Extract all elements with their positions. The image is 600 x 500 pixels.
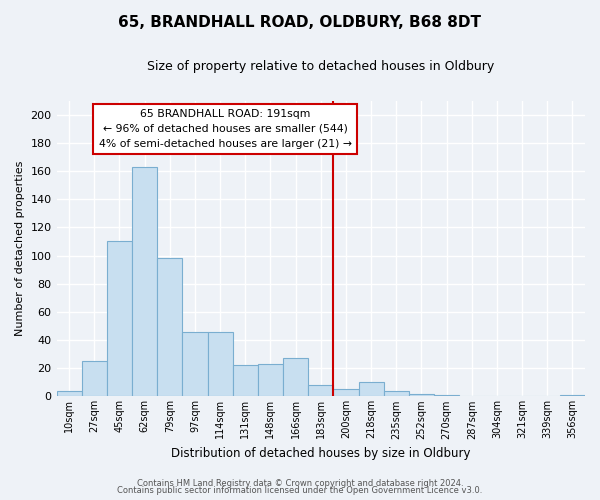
Bar: [283, 358, 308, 397]
Title: Size of property relative to detached houses in Oldbury: Size of property relative to detached ho…: [147, 60, 494, 73]
Text: 65, BRANDHALL ROAD, OLDBURY, B68 8DT: 65, BRANDHALL ROAD, OLDBURY, B68 8DT: [119, 15, 482, 30]
Bar: [132, 167, 157, 396]
Bar: [334, 390, 359, 396]
Bar: [208, 332, 233, 396]
Bar: [359, 382, 383, 396]
Bar: [258, 364, 283, 396]
Bar: [107, 242, 132, 396]
Text: Contains public sector information licensed under the Open Government Licence v3: Contains public sector information licen…: [118, 486, 482, 495]
Y-axis label: Number of detached properties: Number of detached properties: [15, 161, 25, 336]
Bar: [383, 391, 409, 396]
Bar: [233, 366, 258, 396]
Text: Contains HM Land Registry data © Crown copyright and database right 2024.: Contains HM Land Registry data © Crown c…: [137, 478, 463, 488]
Bar: [308, 385, 334, 396]
Text: 65 BRANDHALL ROAD: 191sqm
← 96% of detached houses are smaller (544)
4% of semi-: 65 BRANDHALL ROAD: 191sqm ← 96% of detac…: [98, 109, 352, 148]
Bar: [434, 395, 459, 396]
Bar: [560, 395, 585, 396]
Bar: [409, 394, 434, 396]
Bar: [157, 258, 182, 396]
Bar: [82, 361, 107, 396]
Bar: [182, 332, 208, 396]
X-axis label: Distribution of detached houses by size in Oldbury: Distribution of detached houses by size …: [171, 447, 470, 460]
Bar: [56, 391, 82, 396]
